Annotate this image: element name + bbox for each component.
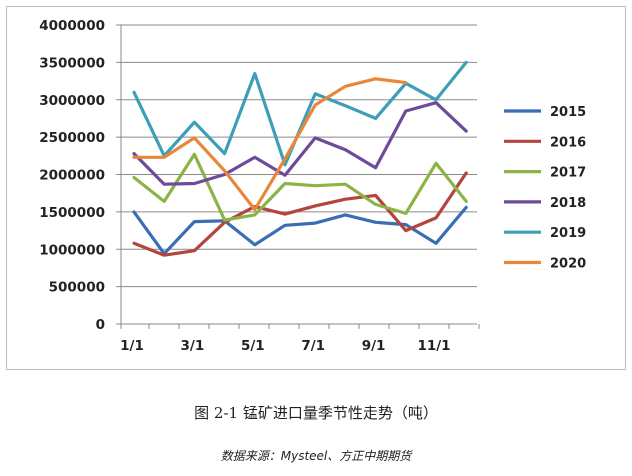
y-tick-labels: 0 500000 1000000 1500000 2000000 2500000 30000… <box>39 18 105 333</box>
legend-label-2015: 2015 <box>550 105 586 120</box>
y-tick-label: 4000000 <box>39 18 105 34</box>
legend-label-2016: 2016 <box>550 135 586 150</box>
x-tick-label: 9/1 <box>362 338 386 354</box>
series-line-2017 <box>132 152 468 222</box>
chart-frame: 0 500000 1000000 1500000 2000000 2500000 30000… <box>6 6 626 370</box>
series-lines <box>132 60 468 257</box>
y-tick-label: 2500000 <box>39 130 105 146</box>
legend-label-2017: 2017 <box>550 166 586 181</box>
series-line-2019 <box>132 60 468 167</box>
x-tick-label: 1/1 <box>120 338 144 354</box>
axes <box>116 24 480 329</box>
series-line-2020 <box>132 77 408 212</box>
x-tick-label: 3/1 <box>181 338 205 354</box>
y-tick-label: 500000 <box>49 280 105 296</box>
series-line-2018 <box>132 101 468 186</box>
legend-label-2019: 2019 <box>550 226 586 241</box>
y-tick-label: 3000000 <box>39 93 105 109</box>
x-tick-label: 7/1 <box>301 338 325 354</box>
y-tick-label: 1500000 <box>39 205 105 221</box>
x-tick-label: 5/1 <box>241 338 265 354</box>
y-tick-label: 0 <box>96 317 105 333</box>
y-tick-label: 1000000 <box>39 242 105 258</box>
line-chart: 0 500000 1000000 1500000 2000000 2500000 30000… <box>39 18 586 354</box>
figure-caption: 图 2-1 锰矿进口量季节性走势（吨） <box>194 404 438 422</box>
data-source: 数据来源：Mysteel、方正中期期货 <box>220 449 412 463</box>
x-tick-label: 11/1 <box>417 338 450 354</box>
legend-label-2020: 2020 <box>550 257 586 272</box>
series-line-2016 <box>132 171 468 257</box>
x-tick-labels: 1/1 3/1 5/1 7/1 9/1 11/1 <box>120 338 450 354</box>
legend: 2015 2016 2017 2018 2019 2020 <box>504 105 586 272</box>
legend-label-2018: 2018 <box>550 196 586 211</box>
series-line-2015 <box>132 205 468 256</box>
y-tick-label: 3500000 <box>39 55 105 71</box>
y-tick-label: 2000000 <box>39 168 105 184</box>
